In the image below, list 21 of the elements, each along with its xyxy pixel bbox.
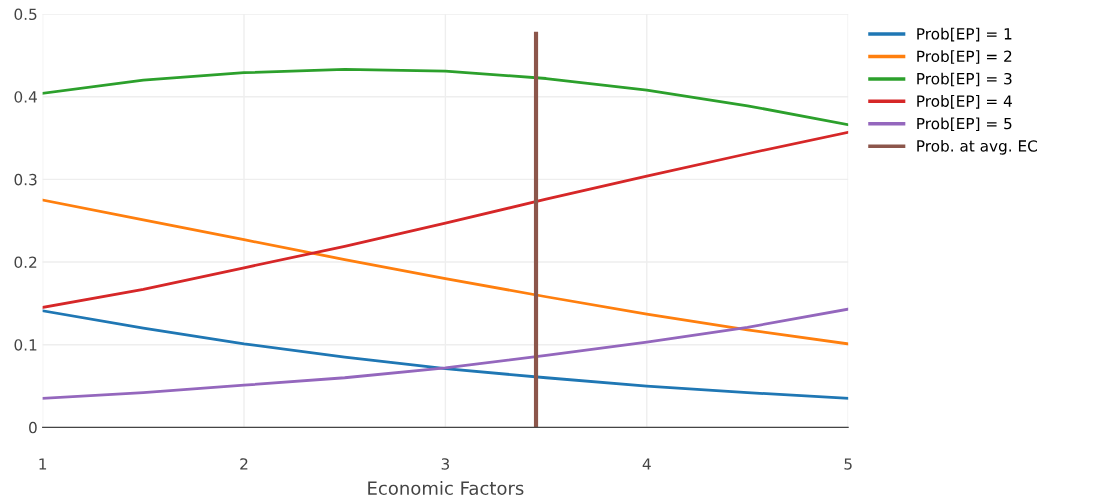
legend-label: Prob[EP] = 5 bbox=[917, 117, 1012, 132]
x-tick-label: 1 bbox=[39, 458, 47, 470]
x-tick-label: 3 bbox=[441, 458, 450, 470]
x-tick-label: 4 bbox=[642, 458, 651, 470]
y-tick-label: 0.5 bbox=[14, 8, 37, 21]
legend-label: Prob. at avg. EC bbox=[917, 139, 1037, 155]
legend-label: Prob[EP] = 1 bbox=[917, 27, 1012, 42]
x-tick-label: 2 bbox=[240, 458, 248, 470]
y-tick-label: 0 bbox=[29, 421, 37, 434]
line-series bbox=[42, 68, 849, 127]
legend-label: Prob[EP] = 3 bbox=[917, 72, 1012, 87]
x-tick-label: 5 bbox=[844, 458, 852, 470]
y-tick-label: 0.2 bbox=[14, 256, 37, 269]
legend-label: Prob[EP] = 2 bbox=[917, 50, 1012, 64]
y-tick-label: 0.1 bbox=[14, 339, 37, 351]
y-tick-label: 0.3 bbox=[14, 173, 37, 186]
x-axis-title: Economic Factors bbox=[368, 481, 524, 495]
y-tick-label: 0.4 bbox=[14, 91, 37, 103]
line-series bbox=[42, 130, 849, 309]
legend-label: Prob[EP] = 4 bbox=[917, 95, 1012, 109]
line-series bbox=[42, 198, 849, 346]
